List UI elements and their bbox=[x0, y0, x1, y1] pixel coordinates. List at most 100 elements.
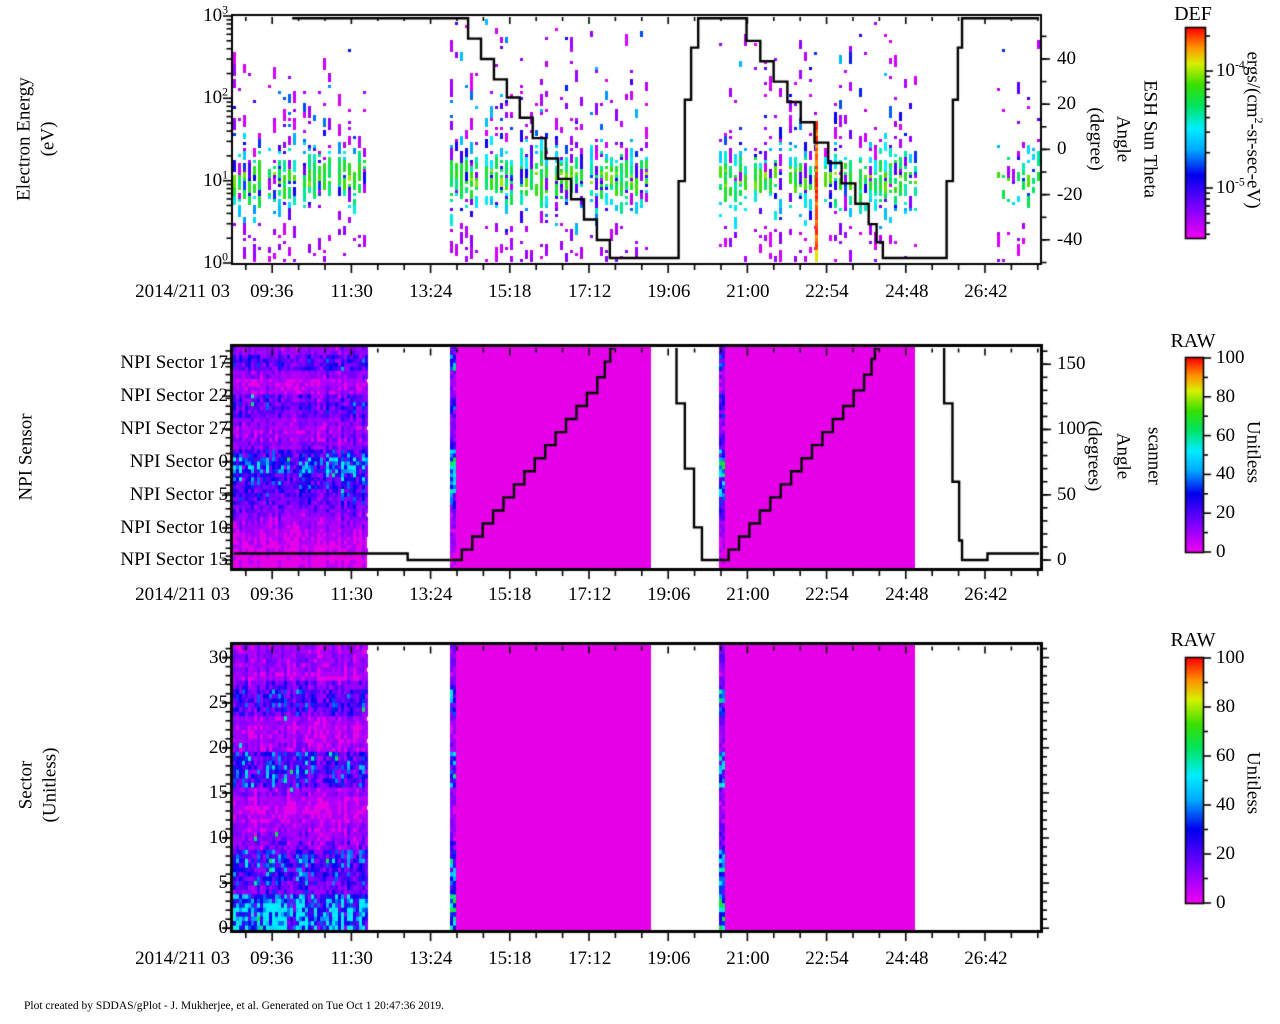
p2-x-axis-date-label: 2014/211 03 bbox=[135, 584, 230, 605]
tick-label: 100 bbox=[1057, 418, 1086, 440]
tick-label: 5 bbox=[218, 871, 229, 893]
tick-label: 22:54 bbox=[805, 281, 849, 302]
tick-label: 0 bbox=[1216, 892, 1226, 913]
tick-label: 09:36 bbox=[250, 584, 294, 605]
tick-label: 0 bbox=[1057, 138, 1067, 160]
p2-colorbar-unit-label: Unitless bbox=[1242, 420, 1264, 484]
tick-label: 20 bbox=[1057, 93, 1076, 115]
p1-right-axis-label-line3: (degree) bbox=[1085, 107, 1107, 171]
tick-label: -20 bbox=[1057, 183, 1083, 205]
p1-y-axis-label-line2: (eV) bbox=[37, 121, 59, 157]
tick-label: 30 bbox=[209, 646, 228, 668]
tick-label: 150 bbox=[1057, 353, 1086, 375]
p2-colorbar-tick-labels: 100 80 60 40 20 0 bbox=[1216, 347, 1276, 562]
p2-right-axis-label-line2: Angle bbox=[1112, 432, 1134, 480]
tick-label: 40 bbox=[1216, 463, 1235, 485]
tick-label: 24:48 bbox=[885, 584, 929, 605]
tick-label: 24:48 bbox=[885, 281, 929, 302]
p3-y-axis-label-line2: (Unitless) bbox=[39, 747, 61, 823]
tick-label: 60 bbox=[1216, 424, 1235, 446]
p2-y-right-tick-labels: 150 100 50 0 bbox=[1057, 347, 1117, 571]
tick-label: 13:24 bbox=[409, 584, 453, 605]
tick-label: 0 bbox=[1216, 541, 1226, 562]
tick-label: 21:00 bbox=[726, 948, 770, 969]
tick-label: NPI Sector 5 bbox=[129, 484, 228, 506]
tick-label: 40 bbox=[1216, 794, 1235, 815]
p2-right-axis-label-line3: (degrees) bbox=[1083, 420, 1105, 492]
tick-label: 22:54 bbox=[805, 584, 849, 605]
p2-x-tick-labels: 09:36 11:30 13:24 15:18 17:12 19:06 21:00 22:54… bbox=[233, 584, 1040, 608]
p1-y-axis-label-line1: Electron Energy bbox=[13, 77, 35, 201]
tick-label: -40 bbox=[1057, 228, 1083, 250]
tick-label: 17:12 bbox=[568, 584, 612, 605]
p1-x-tick-labels: 09:36 11:30 13:24 15:18 17:12 19:06 21:00 22:54… bbox=[233, 281, 1040, 305]
p3-y-axis-label-line1: Sector bbox=[15, 760, 37, 810]
tick-label: 11:30 bbox=[330, 281, 373, 302]
tick-label: 24:48 bbox=[885, 948, 929, 969]
tick-label: 26:42 bbox=[964, 281, 1008, 302]
tick-label: 10-4 bbox=[1216, 58, 1245, 82]
unit-post: -sr-sec-eV) bbox=[1242, 123, 1264, 209]
p1-colorbar-unit-label: ergs/(cm2-sr-sec-eV) bbox=[1242, 51, 1264, 209]
tick-label: 0 bbox=[1057, 549, 1067, 571]
tick-label: NPI Sector 10 bbox=[120, 516, 228, 538]
p1-y-right-tick-labels: 40 20 0 -20 -40 bbox=[1057, 16, 1117, 263]
tick-label: NPI Sector 0 bbox=[129, 450, 228, 472]
tick-label: 13:24 bbox=[409, 948, 453, 969]
tick-label: 11:30 bbox=[330, 948, 373, 969]
tick-label: 60 bbox=[1216, 745, 1235, 766]
tick-label: 13:24 bbox=[409, 281, 453, 302]
tick-label: 25 bbox=[209, 691, 228, 713]
tick-label: 19:06 bbox=[647, 948, 691, 969]
tick-label: 50 bbox=[1057, 483, 1076, 505]
plot-credit-footer: Plot created by SDDAS/gPlot - J. Mukherj… bbox=[24, 1000, 445, 1012]
tick-label: 09:36 bbox=[250, 948, 294, 969]
tick-label: 0 bbox=[218, 917, 229, 939]
p3-colorbar-title: RAW bbox=[1170, 629, 1216, 651]
tick-label: 26:42 bbox=[964, 948, 1008, 969]
tick-label: NPI Sector 27 bbox=[120, 417, 228, 439]
p3-y-left-tick-labels: 30 25 20 15 10 5 0 bbox=[113, 645, 229, 939]
tick-label: 21:00 bbox=[726, 281, 770, 302]
tick-label: 10-5 bbox=[1216, 175, 1245, 199]
tick-label: 103 bbox=[203, 3, 228, 26]
p2-y-left-tick-labels: NPI Sector 17 NPI Sector 22 NPI Sector 27 N… bbox=[86, 347, 228, 570]
tick-label: 80 bbox=[1216, 696, 1235, 717]
tick-label: 26:42 bbox=[964, 584, 1008, 605]
tick-label: 10 bbox=[209, 826, 228, 848]
tick-label: 15 bbox=[209, 781, 228, 803]
tick-label: 15:18 bbox=[488, 948, 532, 969]
tick-label: NPI Sector 22 bbox=[120, 385, 228, 407]
tick-label: 21:00 bbox=[726, 584, 770, 605]
p2-y-axis-label: NPI Sensor bbox=[15, 413, 37, 501]
tick-label: 40 bbox=[1057, 47, 1076, 69]
tick-label: 100 bbox=[1216, 647, 1245, 668]
p1-colorbar-tick-labels: 10-4 10-5 bbox=[1216, 28, 1276, 238]
tick-label: 20 bbox=[1216, 502, 1235, 524]
tick-label: 15:18 bbox=[488, 281, 532, 302]
p3-x-tick-labels: 09:36 11:30 13:24 15:18 17:12 19:06 21:00 22:54… bbox=[233, 948, 1040, 972]
tick-label: 20 bbox=[1216, 843, 1235, 864]
p3-colorbar-unit-label: Unitless bbox=[1242, 751, 1264, 815]
p1-right-axis-label-line2: Angle bbox=[1112, 115, 1134, 163]
tick-label: NPI Sector 17 bbox=[120, 351, 228, 373]
p3-colorbar-tick-labels: 100 80 60 40 20 0 bbox=[1216, 647, 1276, 913]
tick-label: 19:06 bbox=[647, 584, 691, 605]
tick-label: 20 bbox=[209, 736, 228, 758]
p3-x-axis-date-label: 2014/211 03 bbox=[135, 948, 230, 969]
p2-right-axis-label-line1: scanner bbox=[1143, 426, 1165, 486]
tick-label: 101 bbox=[203, 168, 228, 191]
tick-label: 80 bbox=[1216, 385, 1235, 407]
tick-label: 17:12 bbox=[568, 281, 612, 302]
tick-label: 11:30 bbox=[330, 584, 373, 605]
tick-label: 19:06 bbox=[647, 281, 691, 302]
tick-label: 15:18 bbox=[488, 584, 532, 605]
p1-x-axis-date-label: 2014/211 03 bbox=[135, 281, 230, 302]
tick-label: 102 bbox=[203, 85, 228, 109]
tick-label: 09:36 bbox=[250, 281, 294, 302]
p1-colorbar-title: DEF bbox=[1174, 3, 1212, 25]
p2-colorbar-title: RAW bbox=[1170, 330, 1216, 352]
unit-pre: ergs/(cm bbox=[1242, 51, 1264, 118]
